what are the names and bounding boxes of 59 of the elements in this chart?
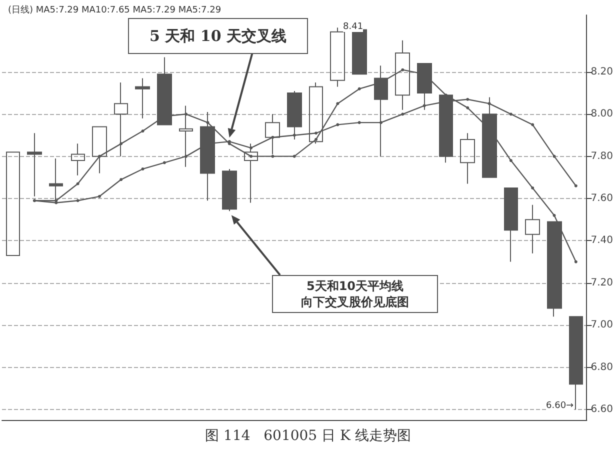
point <box>314 132 318 135</box>
point <box>250 154 253 158</box>
annotation: 6.60→ <box>546 401 574 411</box>
point <box>141 130 144 133</box>
y-tick-label: 6.60 <box>590 404 613 415</box>
candlestick <box>222 168 237 212</box>
point <box>98 194 101 198</box>
point <box>120 178 123 182</box>
point <box>76 199 80 202</box>
y-tick-label: 8.00 <box>590 108 613 120</box>
point <box>574 260 578 264</box>
point <box>574 184 578 188</box>
text: 图 114 601005 日 K 线走势图 <box>205 428 411 444</box>
y-tick-label: 7.40 <box>590 235 613 246</box>
candlestick <box>135 78 150 119</box>
annotation: 5 天和 10 天交叉线 <box>148 27 288 45</box>
point <box>401 68 404 72</box>
candlestick <box>179 105 193 168</box>
candlestick <box>504 187 518 262</box>
candlestick <box>460 132 475 184</box>
y-tick-label: 7.20 <box>590 277 613 288</box>
point <box>358 87 361 90</box>
point <box>509 112 512 116</box>
point <box>509 159 512 162</box>
point <box>336 123 340 126</box>
y-tick-label: 6.80 <box>590 362 613 373</box>
candlestick <box>352 29 367 75</box>
candlestick <box>27 132 42 197</box>
point <box>466 98 470 101</box>
point <box>271 154 274 158</box>
annotation: 5天和10天平均线 <box>305 278 405 294</box>
callout-box: 5天和10天平均线 向下交叉股价见底图 <box>272 275 438 313</box>
point <box>358 121 361 124</box>
y-tick-label: 7.60 <box>590 193 613 204</box>
point <box>314 138 318 141</box>
annotation: 向下交叉股价见底图 <box>300 294 410 310</box>
y-tick-label: 7.80 <box>590 150 613 162</box>
candlestick <box>71 143 85 176</box>
callout-box: 5 天和 10 天交叉线 <box>128 18 308 54</box>
y-tick-label: 8.20 <box>590 66 613 78</box>
chart-subtitle: (日线) MA5:7.29 MA10:7.65 MA5:7.29 MA5:7.29 <box>8 4 222 16</box>
y-tick-label: 7.00 <box>590 320 613 331</box>
candlestick <box>265 114 280 155</box>
point <box>466 106 470 110</box>
point <box>292 154 296 158</box>
point <box>531 123 534 126</box>
point <box>141 167 144 170</box>
point <box>552 214 556 217</box>
candlestick <box>114 82 128 157</box>
candlestick <box>525 204 540 254</box>
point <box>162 161 166 164</box>
candlestick <box>92 126 107 174</box>
candlestick <box>330 27 345 88</box>
point <box>531 186 534 190</box>
annotation: 8.41 <box>343 22 364 32</box>
candlestick <box>6 152 20 256</box>
point <box>336 102 340 106</box>
point <box>401 112 404 116</box>
point <box>76 182 80 186</box>
